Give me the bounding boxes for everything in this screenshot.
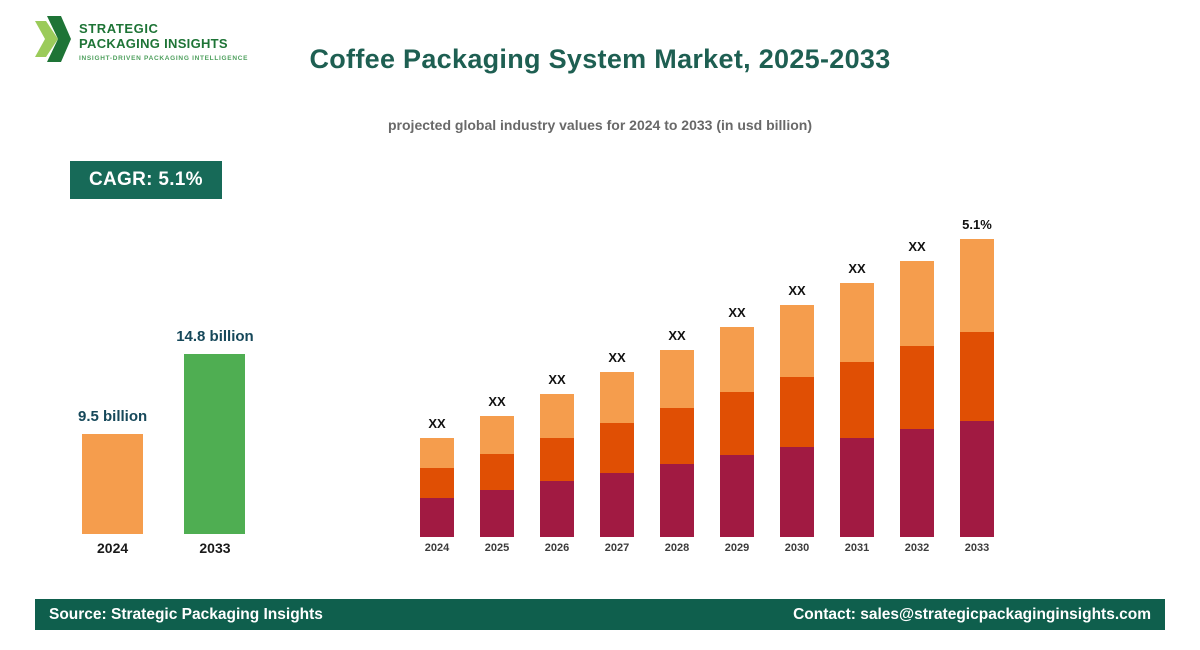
bar-segment-bottom xyxy=(540,481,574,537)
bar-year-label: 2025 xyxy=(484,542,510,554)
mini-bar-2024 xyxy=(82,434,144,534)
stacked-bar-column-2028: XX 2028 xyxy=(647,198,707,555)
stacked-bar-column-2029: XX 2029 xyxy=(707,198,767,555)
bar-segment-top xyxy=(780,305,814,377)
bar-segment-middle xyxy=(960,332,994,421)
mini-value-label: 9.5 billion xyxy=(78,408,148,425)
bar-year-label: 2026 xyxy=(544,542,570,554)
stacked-bar xyxy=(540,394,574,537)
stacked-bar-column-2033: 5.1% 2033 xyxy=(947,198,1007,555)
bar-year-label: 2030 xyxy=(784,542,810,554)
bar-segment-top xyxy=(660,350,694,408)
footer-source: Source: Strategic Packaging Insights xyxy=(49,605,323,623)
bar-segment-bottom xyxy=(420,498,454,537)
stacked-bar-column-2032: XX 2032 xyxy=(887,198,947,555)
bar-top-label: XX xyxy=(908,239,926,254)
bar-segment-bottom xyxy=(960,421,994,537)
bar-segment-top xyxy=(720,327,754,392)
brand-logo-text: STRATEGIC PACKAGING INSIGHTS INSIGHT-DRI… xyxy=(79,21,248,62)
stacked-bar xyxy=(900,261,934,537)
bar-year-label: 2033 xyxy=(964,542,990,554)
bar-year-label: 2027 xyxy=(604,542,630,554)
bar-year-label: 2032 xyxy=(904,542,930,554)
mini-bar-2033 xyxy=(184,354,246,534)
stacked-bar xyxy=(600,372,634,537)
stacked-bar xyxy=(720,327,754,537)
bar-segment-middle xyxy=(600,423,634,473)
bar-segment-bottom xyxy=(840,438,874,537)
stacked-bar xyxy=(960,239,994,537)
bar-segment-top xyxy=(540,394,574,438)
bar-segment-middle xyxy=(780,377,814,447)
bar-segment-top xyxy=(900,261,934,346)
brand-logo: STRATEGIC PACKAGING INSIGHTS INSIGHT-DRI… xyxy=(35,13,248,70)
bar-segment-bottom xyxy=(900,429,934,537)
bar-top-label: XX xyxy=(608,350,626,365)
stacked-bar-column-2025: XX 2025 xyxy=(467,198,527,555)
bar-segment-bottom xyxy=(780,447,814,537)
bar-year-label: 2031 xyxy=(844,542,870,554)
bar-top-label: XX xyxy=(488,394,506,409)
bar-top-label: XX xyxy=(848,261,866,276)
brand-name-line1: STRATEGIC xyxy=(79,21,159,36)
page-title: Coffee Packaging System Market, 2025-203… xyxy=(309,44,891,74)
bar-segment-middle xyxy=(540,438,574,481)
footer-contact: Contact: sales@strategicpackaginginsight… xyxy=(793,605,1151,623)
bar-segment-bottom xyxy=(600,473,634,537)
main-chart: XX 2024 XX 2025 XX 2026 XX 2027 XX 2028 XX 2029 XX 20… xyxy=(407,198,1007,555)
stacked-bar xyxy=(420,438,454,537)
bar-year-label: 2028 xyxy=(664,542,690,554)
bar-segment-top xyxy=(480,416,514,454)
bar-top-label: XX xyxy=(788,283,806,298)
stacked-bar xyxy=(840,283,874,537)
bar-top-label: XX xyxy=(428,416,446,431)
stacked-bar xyxy=(660,350,694,537)
cagr-badge: CAGR: 5.1% xyxy=(70,161,222,199)
stacked-bar xyxy=(480,416,514,537)
brand-tagline: INSIGHT-DRIVEN PACKAGING INTELLIGENCE xyxy=(79,55,249,62)
stacked-bar-column-2024: XX 2024 xyxy=(407,198,467,555)
stacked-bar-column-2031: XX 2031 xyxy=(827,198,887,555)
mini-value-label: 14.8 billion xyxy=(176,328,254,345)
bar-segment-middle xyxy=(480,454,514,490)
mini-bar-column-2024: 9.5 billion 2024 xyxy=(78,320,148,556)
stacked-bar-column-2027: XX 2027 xyxy=(587,198,647,555)
bar-segment-middle xyxy=(660,408,694,464)
double-chevron-icon xyxy=(35,13,71,70)
brand-name-line2: PACKAGING INSIGHTS xyxy=(79,36,228,51)
page-subtitle: projected global industry values for 202… xyxy=(388,117,812,133)
bar-segment-bottom xyxy=(720,455,754,537)
stacked-bar-column-2026: XX 2026 xyxy=(527,198,587,555)
bar-top-label: 5.1% xyxy=(962,217,992,232)
bar-segment-middle xyxy=(900,346,934,429)
bar-segment-top xyxy=(840,283,874,362)
mini-year-label: 2033 xyxy=(199,540,231,556)
bar-segment-bottom xyxy=(660,464,694,537)
bar-segment-middle xyxy=(420,468,454,498)
bar-year-label: 2029 xyxy=(724,542,750,554)
footer-bar: Source: Strategic Packaging Insights Con… xyxy=(35,599,1165,630)
bar-segment-top xyxy=(420,438,454,468)
mini-year-label: 2024 xyxy=(97,540,129,556)
bar-top-label: XX xyxy=(548,372,566,387)
bar-top-label: XX xyxy=(728,305,746,320)
stacked-bar-column-2030: XX 2030 xyxy=(767,198,827,555)
bar-year-label: 2024 xyxy=(424,542,450,554)
bar-top-label: XX xyxy=(668,328,686,343)
bar-segment-bottom xyxy=(480,490,514,537)
mini-bar-column-2033: 14.8 billion 2033 xyxy=(176,320,254,556)
stacked-bar xyxy=(780,305,814,537)
bar-segment-middle xyxy=(720,392,754,455)
bar-segment-middle xyxy=(840,362,874,438)
bar-segment-top xyxy=(600,372,634,423)
bar-segment-top xyxy=(960,239,994,332)
mini-chart: 9.5 billion 2024 14.8 billion 2033 xyxy=(78,320,254,556)
